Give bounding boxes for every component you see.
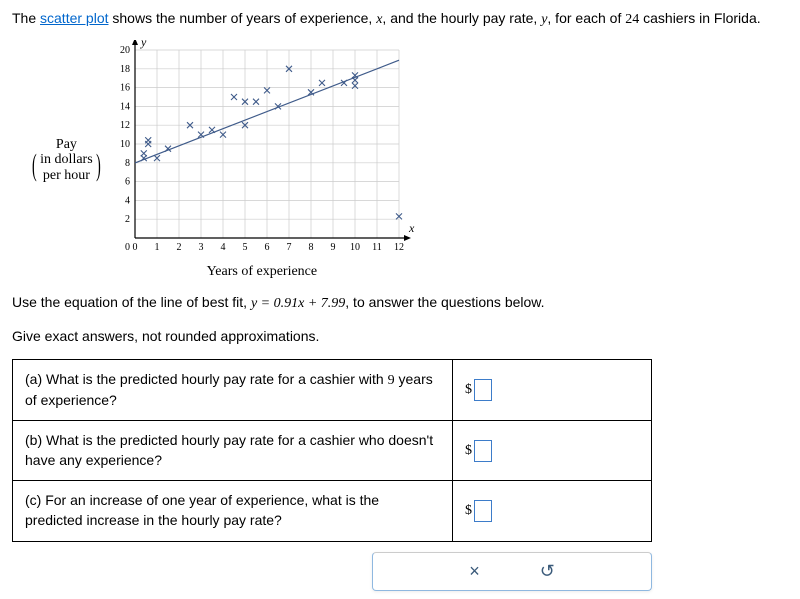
scatter-plot-link[interactable]: scatter plot bbox=[40, 10, 108, 26]
question-c-text: (c) For an increase of one year of exper… bbox=[13, 481, 453, 540]
question-b-text: (b) What is the predicted hourly pay rat… bbox=[13, 421, 453, 480]
svg-text:8: 8 bbox=[125, 158, 130, 169]
svg-text:4: 4 bbox=[125, 195, 130, 206]
svg-text:5: 5 bbox=[242, 242, 247, 253]
svg-text:14: 14 bbox=[120, 101, 130, 112]
currency-symbol: $ bbox=[465, 443, 472, 459]
button-bar: × ↺ bbox=[372, 552, 652, 591]
svg-text:0: 0 bbox=[132, 242, 137, 253]
svg-text:2: 2 bbox=[125, 214, 130, 225]
svg-text:12: 12 bbox=[394, 242, 404, 253]
svg-text:2: 2 bbox=[176, 242, 181, 253]
answer-input-b[interactable] bbox=[474, 440, 492, 462]
currency-symbol: $ bbox=[465, 503, 472, 519]
reset-icon[interactable]: ↺ bbox=[540, 561, 555, 582]
svg-text:8: 8 bbox=[308, 242, 313, 253]
question-row-a: (a) What is the predicted hourly pay rat… bbox=[13, 360, 651, 421]
currency-symbol: $ bbox=[465, 382, 472, 398]
intro-text: The scatter plot shows the number of yea… bbox=[12, 8, 788, 30]
answer-input-a[interactable] bbox=[474, 379, 492, 401]
svg-text:12: 12 bbox=[120, 120, 130, 131]
svg-text:y: y bbox=[140, 40, 147, 49]
equation-paragraph: Use the equation of the line of best fit… bbox=[12, 292, 788, 314]
svg-text:0: 0 bbox=[125, 242, 130, 253]
svg-text:x: x bbox=[408, 221, 415, 235]
svg-text:10: 10 bbox=[120, 139, 130, 150]
svg-text:6: 6 bbox=[125, 177, 130, 188]
svg-text:3: 3 bbox=[198, 242, 203, 253]
question-row-b: (b) What is the predicted hourly pay rat… bbox=[13, 421, 651, 481]
svg-text:9: 9 bbox=[330, 242, 335, 253]
svg-text:16: 16 bbox=[120, 83, 130, 94]
svg-text:1: 1 bbox=[154, 242, 159, 253]
svg-text:7: 7 bbox=[286, 242, 291, 253]
svg-text:18: 18 bbox=[120, 64, 130, 75]
questions-table: (a) What is the predicted hourly pay rat… bbox=[12, 359, 652, 542]
svg-text:20: 20 bbox=[120, 45, 130, 56]
instructions-text: Give exact answers, not rounded approxim… bbox=[12, 326, 788, 347]
svg-text:4: 4 bbox=[220, 242, 225, 253]
answer-input-c[interactable] bbox=[474, 500, 492, 522]
y-axis-label: Pay ( in dollars per hour ) bbox=[32, 137, 101, 183]
svg-text:11: 11 bbox=[372, 242, 382, 253]
question-row-c: (c) For an increase of one year of exper… bbox=[13, 481, 651, 540]
question-a-text: (a) What is the predicted hourly pay rat… bbox=[13, 360, 453, 420]
svg-text:10: 10 bbox=[350, 242, 360, 253]
scatter-plot: 012345678910111224681012141618200xy bbox=[107, 40, 417, 260]
x-axis-label: Years of experience bbox=[207, 264, 318, 280]
svg-text:6: 6 bbox=[264, 242, 269, 253]
close-icon[interactable]: × bbox=[469, 561, 480, 582]
chart-region: Pay ( in dollars per hour ) 012345678910… bbox=[32, 40, 788, 280]
